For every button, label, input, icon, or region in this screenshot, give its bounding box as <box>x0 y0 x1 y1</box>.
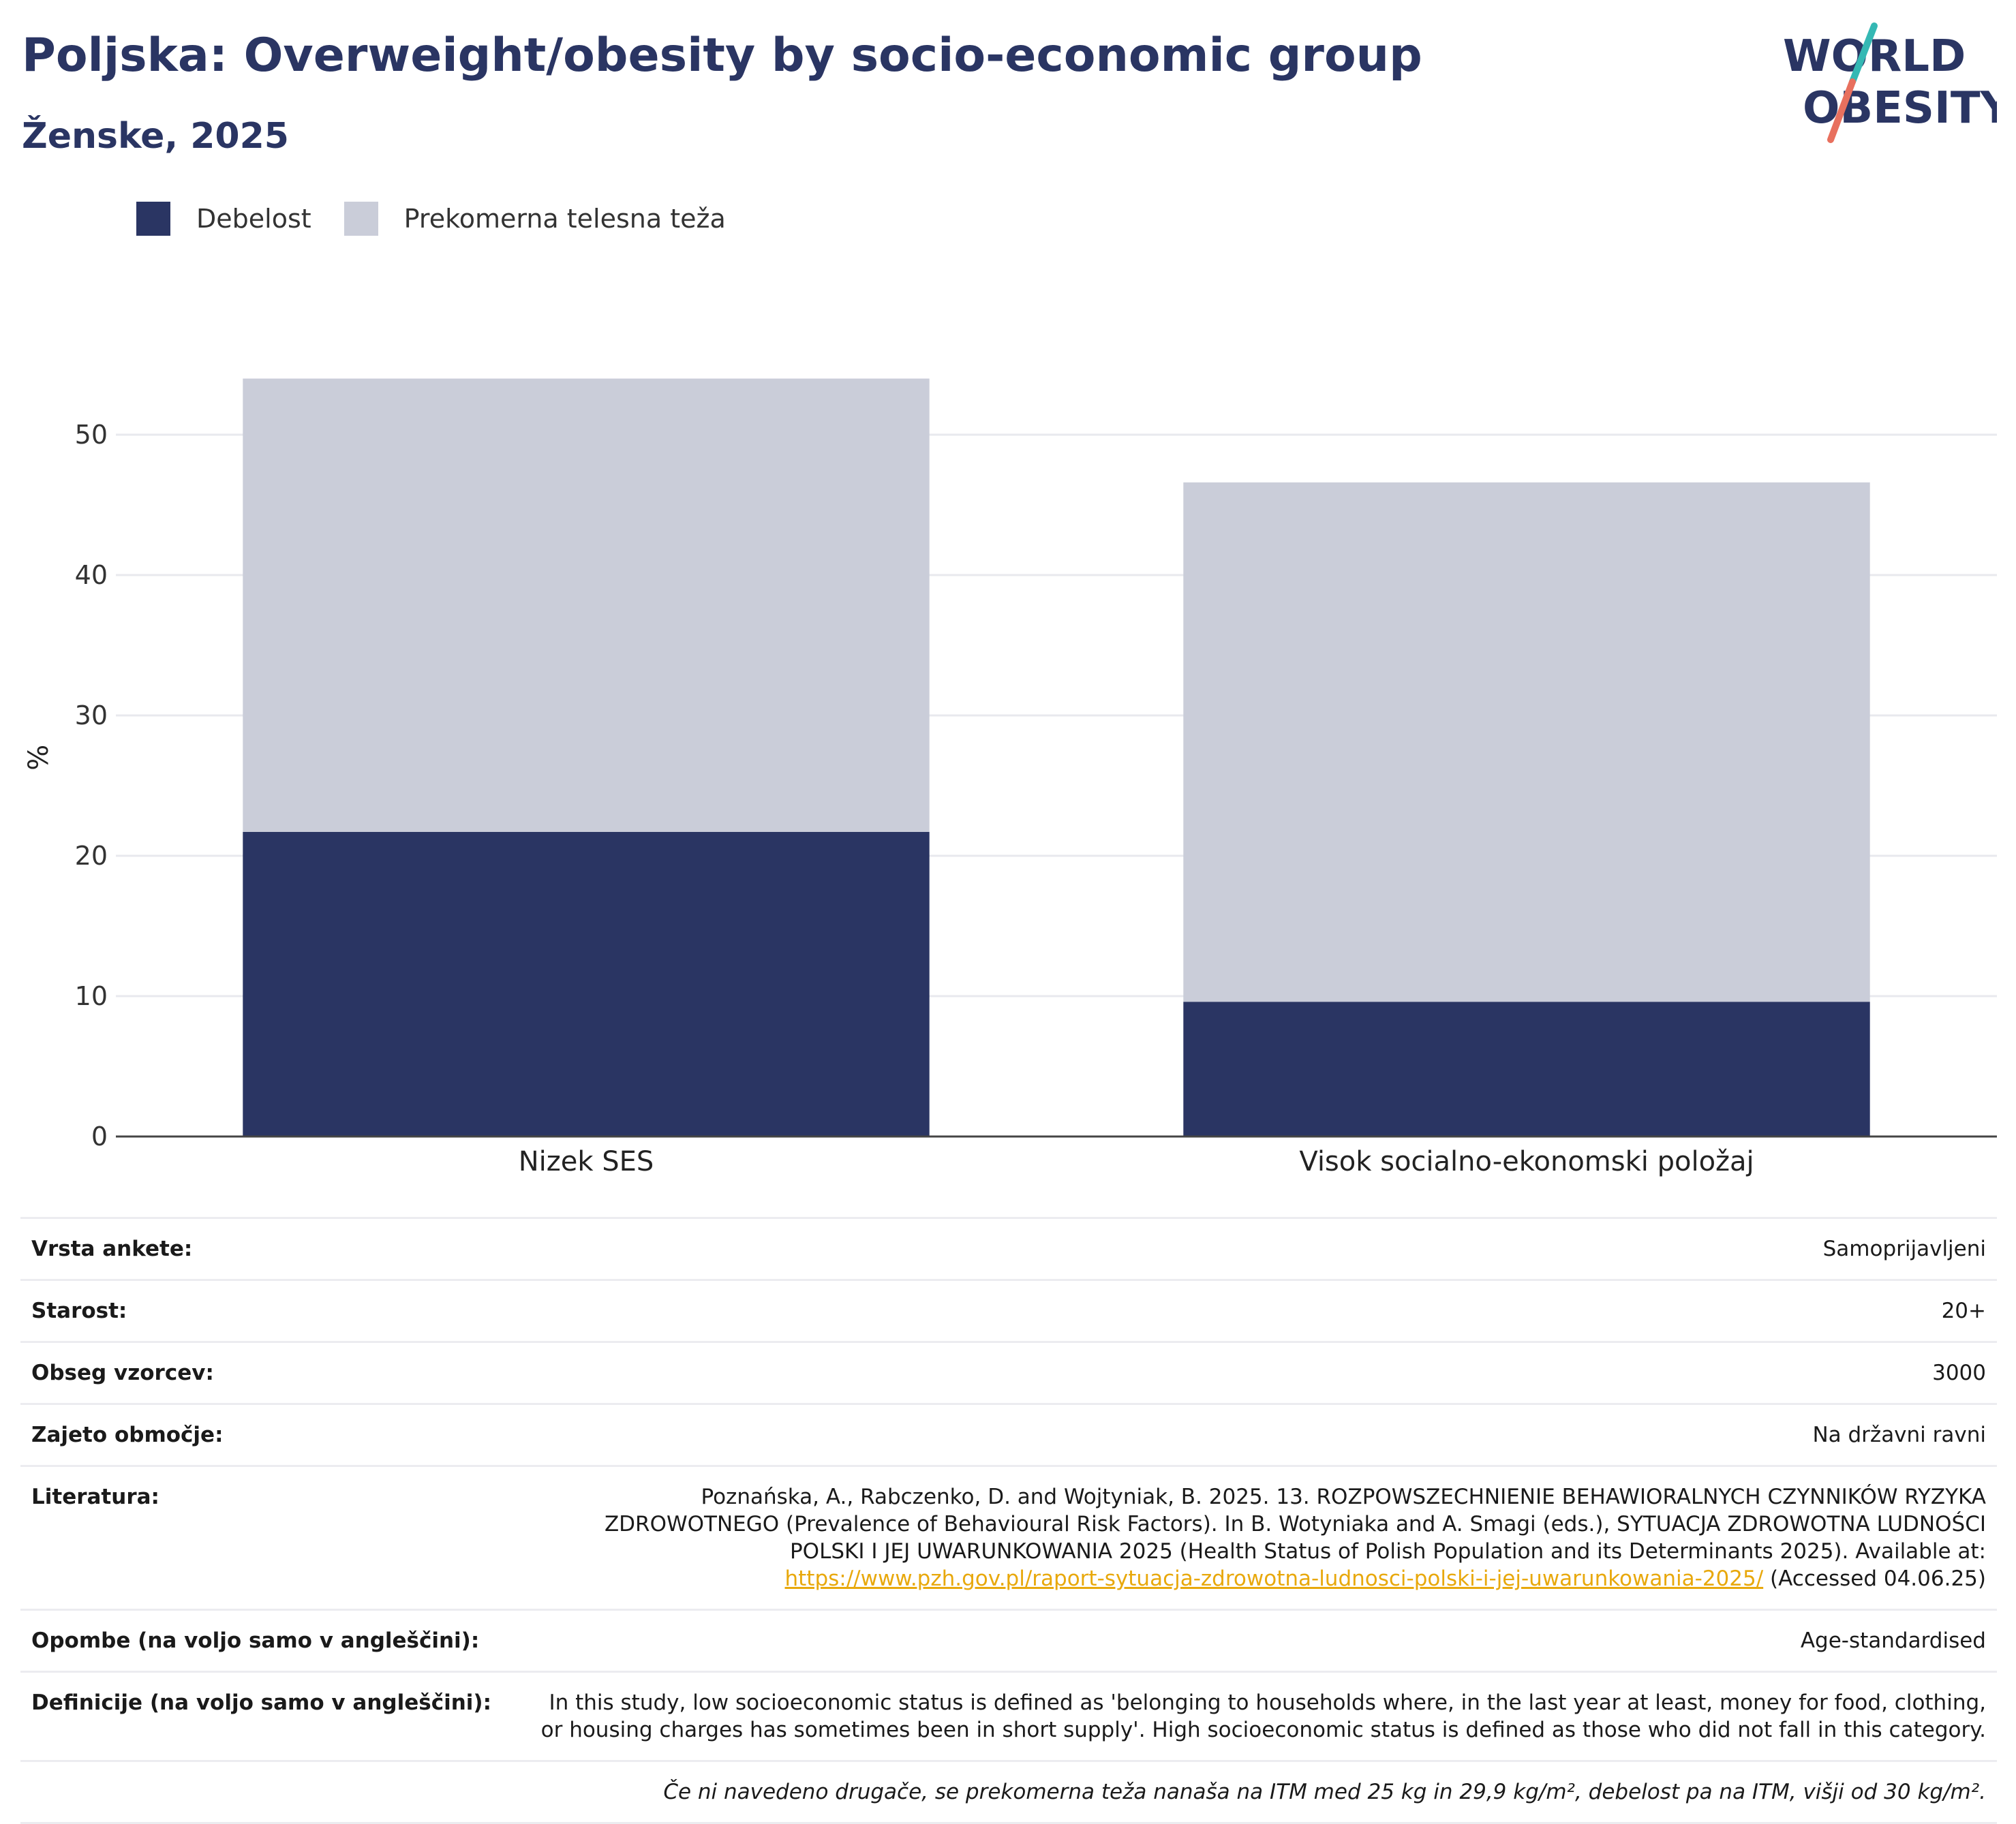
bar-segment-overweight <box>243 378 930 832</box>
table-row: Če ni navedeno drugače, se prekomerna te… <box>20 1760 1997 1824</box>
age-value: 20+ <box>519 1279 1997 1342</box>
bmi-footnote: Če ni navedeno drugače, se prekomerna te… <box>20 1760 1997 1824</box>
bar-chart: 0 10 20 30 40 50% Nizek SES Visok socialno-ekon… <box>23 378 1997 1177</box>
literature-accessed: (Accessed 04.06.25) <box>1770 1566 1986 1591</box>
table-row: Obseg vzorcev: 3000 <box>20 1341 1997 1404</box>
notes-label: Opombe (na voljo samo v angleščini): <box>20 1609 519 1672</box>
x-tick-label: Visok socialno-ekonomski položaj <box>1299 1146 1754 1177</box>
bar-segment-obesity <box>1183 1002 1870 1137</box>
y-tick-label: 30 <box>75 700 108 730</box>
legend-label-obesity: Debelost <box>196 204 311 234</box>
chart-legend: Debelost Prekomerna telesna teža <box>136 202 759 236</box>
bar-segment-obesity <box>243 831 930 1137</box>
literature-value: Poznańska, A., Rabczenko, D. and Wojtyni… <box>519 1465 1997 1610</box>
y-tick-label: 0 <box>91 1122 108 1151</box>
survey-details-table: Vrsta ankete: Samoprijavljeni Starost: 2… <box>20 1217 1997 1824</box>
y-tick-label: 20 <box>75 841 108 871</box>
legend-label-overweight: Prekomerna telesna teža <box>403 204 726 234</box>
definitions-label: Definicije (na voljo samo v angleščini): <box>20 1671 519 1761</box>
table-row: Zajeto območje: Na državni ravni <box>20 1403 1997 1466</box>
y-axis-label: % <box>23 745 55 771</box>
logo-slash-teal <box>1849 22 1878 85</box>
sample-size-value: 3000 <box>519 1341 1997 1404</box>
x-tick-label: Nizek SES <box>519 1146 654 1177</box>
legend-swatch-overweight <box>343 202 378 236</box>
survey-type-value: Samoprijavljeni <box>519 1217 1997 1280</box>
legend-item-overweight[interactable]: Prekomerna telesna teža <box>343 202 726 236</box>
world-obesity-logo: WORLD OBESITY <box>1783 22 1997 143</box>
chart-title: Poljska: Overweight/obesity by socio-eco… <box>22 29 1422 82</box>
legend-item-obesity[interactable]: Debelost <box>136 202 311 236</box>
chart-subtitle: Ženske, 2025 <box>22 116 289 157</box>
logo-text-obesity: OBESITY <box>1803 83 1997 134</box>
table-row: Vrsta ankete: Samoprijavljeni <box>20 1217 1997 1280</box>
logo-slash-red <box>1827 78 1856 143</box>
age-label: Starost: <box>20 1279 519 1342</box>
survey-type-label: Vrsta ankete: <box>20 1217 519 1280</box>
literature-label: Literatura: <box>20 1465 519 1610</box>
table-row: Starost: 20+ <box>20 1279 1997 1342</box>
sample-size-label: Obseg vzorcev: <box>20 1341 519 1404</box>
notes-value: Age-standardised <box>519 1609 1997 1672</box>
y-tick-label: 10 <box>75 981 108 1011</box>
y-tick-label: 40 <box>75 560 108 590</box>
coverage-area-label: Zajeto območje: <box>20 1403 519 1466</box>
logo-text-world: WORLD <box>1783 31 1966 82</box>
literature-text: Poznańska, A., Rabczenko, D. and Wojtyni… <box>604 1485 1986 1564</box>
y-tick-label: 50 <box>75 420 108 450</box>
coverage-area-value: Na državni ravni <box>519 1403 1997 1466</box>
table-row: Definicije (na voljo samo v angleščini):… <box>20 1671 1997 1761</box>
legend-swatch-obesity <box>136 202 170 236</box>
table-row: Literatura: Poznańska, A., Rabczenko, D.… <box>20 1465 1997 1610</box>
bar-segment-overweight <box>1183 482 1870 1002</box>
definitions-value: In this study, low socioeconomic status … <box>519 1671 1997 1761</box>
literature-link[interactable]: https://www.pzh.gov.pl/raport-sytuacja-z… <box>784 1566 1764 1591</box>
table-row: Opombe (na voljo samo v angleščini): Age… <box>20 1609 1997 1672</box>
